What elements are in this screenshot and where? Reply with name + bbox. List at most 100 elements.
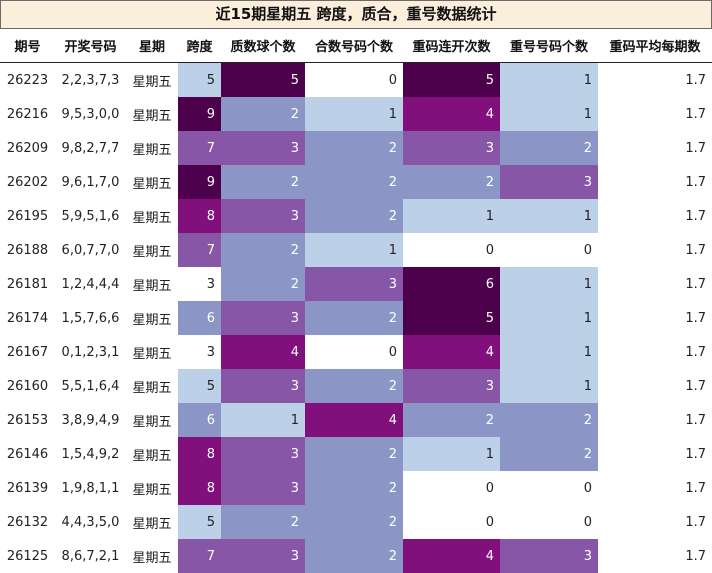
table-row: 26146 1,5,4,9,2 星期五 8 3 2 1 2 1.7 (0, 437, 712, 471)
issue-cell: 26216 (6, 106, 49, 122)
issue-cell: 26195 (6, 208, 49, 224)
issue-cell: 26209 (6, 140, 49, 156)
table-row: 26160 5,5,1,6,4 星期五 5 3 2 3 1 1.7 (0, 369, 712, 403)
table-row: 26216 9,5,3,0,0 星期五 9 2 1 4 1 1.7 (0, 97, 712, 131)
table-body: 26223 2,2,3,7,3 星期五 5 5 0 5 1 1.7 26216 9,5,3,0,0 星… (0, 62, 712, 573)
weekday-cell: 星期五 (132, 346, 172, 362)
prime-count-cell: 3 (221, 437, 305, 471)
numbers-cell: 1,2,4,4,4 (61, 276, 120, 292)
prime-count-cell: 3 (221, 539, 305, 573)
composite-count-cell: 1 (305, 97, 403, 131)
repeat-streak-cell: 3 (403, 369, 500, 403)
numbers-cell: 6,0,7,7,0 (61, 242, 120, 258)
header-row: 期号 开奖号码 星期 跨度 质数球个数 合数号码个数 重码连开次数 重号号码个数… (0, 29, 712, 63)
numbers-cell: 9,6,1,7,0 (61, 174, 120, 190)
repeat-streak-cell: 4 (403, 97, 500, 131)
span-cell: 3 (178, 267, 221, 301)
header-weekday: 星期 (126, 29, 178, 63)
repeat-count-cell: 1 (500, 199, 598, 233)
issue-cell: 26132 (6, 514, 49, 530)
prime-count-cell: 3 (221, 471, 305, 505)
numbers-cell: 9,8,2,7,7 (61, 140, 120, 156)
table-row: 26167 0,1,2,3,1 星期五 3 4 0 4 1 1.7 (0, 335, 712, 369)
prime-count-cell: 2 (221, 165, 305, 199)
repeat-average-cell: 1.7 (685, 480, 706, 496)
prime-count-cell: 2 (221, 233, 305, 267)
repeat-average-cell: 1.7 (685, 208, 706, 224)
repeat-count-cell: 0 (500, 233, 598, 267)
weekday-cell: 星期五 (132, 74, 172, 90)
repeat-average-cell: 1.7 (685, 378, 706, 394)
repeat-streak-cell: 5 (403, 301, 500, 335)
span-cell: 6 (178, 403, 221, 437)
repeat-average-cell: 1.7 (685, 548, 706, 564)
table-row: 26223 2,2,3,7,3 星期五 5 5 0 5 1 1.7 (0, 62, 712, 97)
numbers-cell: 5,9,5,1,6 (61, 208, 120, 224)
span-cell: 6 (178, 301, 221, 335)
repeat-streak-cell: 3 (403, 131, 500, 165)
repeat-count-cell: 3 (500, 165, 598, 199)
table-row: 26188 6,0,7,7,0 星期五 7 2 1 0 0 1.7 (0, 233, 712, 267)
composite-count-cell: 2 (305, 437, 403, 471)
prime-count-cell: 3 (221, 131, 305, 165)
repeat-count-cell: 1 (500, 97, 598, 131)
issue-cell: 26153 (6, 412, 49, 428)
span-cell: 5 (178, 369, 221, 403)
repeat-average-cell: 1.7 (685, 242, 706, 258)
composite-count-cell: 1 (305, 233, 403, 267)
repeat-count-cell: 0 (500, 471, 598, 505)
repeat-streak-cell: 1 (403, 199, 500, 233)
composite-count-cell: 2 (305, 471, 403, 505)
prime-count-cell: 3 (221, 301, 305, 335)
repeat-average-cell: 1.7 (685, 72, 706, 88)
repeat-streak-cell: 0 (403, 471, 500, 505)
table-row: 26174 1,5,7,6,6 星期五 6 3 2 5 1 1.7 (0, 301, 712, 335)
numbers-cell: 5,5,1,6,4 (61, 378, 120, 394)
weekday-cell: 星期五 (132, 176, 172, 192)
prime-count-cell: 3 (221, 199, 305, 233)
table-row: 26209 9,8,2,7,7 星期五 7 3 2 3 2 1.7 (0, 131, 712, 165)
table-row: 26139 1,9,8,1,1 星期五 8 3 2 0 0 1.7 (0, 471, 712, 505)
weekday-cell: 星期五 (132, 210, 172, 226)
numbers-cell: 3,8,9,4,9 (61, 412, 120, 428)
repeat-average-cell: 1.7 (685, 412, 706, 428)
composite-count-cell: 2 (305, 199, 403, 233)
span-cell: 9 (178, 97, 221, 131)
numbers-cell: 4,4,3,5,0 (61, 514, 120, 530)
composite-count-cell: 0 (305, 62, 403, 97)
span-cell: 7 (178, 233, 221, 267)
repeat-streak-cell: 2 (403, 165, 500, 199)
weekday-cell: 星期五 (132, 278, 172, 294)
weekday-cell: 星期五 (132, 108, 172, 124)
weekday-cell: 星期五 (132, 482, 172, 498)
prime-count-cell: 2 (221, 505, 305, 539)
prime-count-cell: 4 (221, 335, 305, 369)
repeat-streak-cell: 0 (403, 233, 500, 267)
repeat-count-cell: 0 (500, 505, 598, 539)
table-row: 26125 8,6,7,2,1 星期五 7 3 2 4 3 1.7 (0, 539, 712, 573)
repeat-average-cell: 1.7 (685, 514, 706, 530)
repeat-count-cell: 2 (500, 437, 598, 471)
repeat-average-cell: 1.7 (685, 140, 706, 156)
composite-count-cell: 2 (305, 301, 403, 335)
prime-count-cell: 2 (221, 267, 305, 301)
repeat-streak-cell: 2 (403, 403, 500, 437)
issue-cell: 26167 (6, 344, 49, 360)
stats-table: 期号 开奖号码 星期 跨度 质数球个数 合数号码个数 重码连开次数 重号号码个数… (0, 29, 712, 573)
repeat-average-cell: 1.7 (685, 174, 706, 190)
header-repeat-average: 重码平均每期数 (598, 29, 712, 63)
table-row: 26195 5,9,5,1,6 星期五 8 3 2 1 1 1.7 (0, 199, 712, 233)
numbers-cell: 9,5,3,0,0 (61, 106, 120, 122)
numbers-cell: 1,9,8,1,1 (61, 480, 120, 496)
repeat-streak-cell: 4 (403, 539, 500, 573)
repeat-streak-cell: 5 (403, 62, 500, 97)
repeat-count-cell: 1 (500, 267, 598, 301)
table-row: 26181 1,2,4,4,4 星期五 3 2 3 6 1 1.7 (0, 267, 712, 301)
prime-count-cell: 1 (221, 403, 305, 437)
repeat-streak-cell: 0 (403, 505, 500, 539)
repeat-streak-cell: 4 (403, 335, 500, 369)
composite-count-cell: 2 (305, 131, 403, 165)
weekday-cell: 星期五 (132, 142, 172, 158)
issue-cell: 26188 (6, 242, 49, 258)
